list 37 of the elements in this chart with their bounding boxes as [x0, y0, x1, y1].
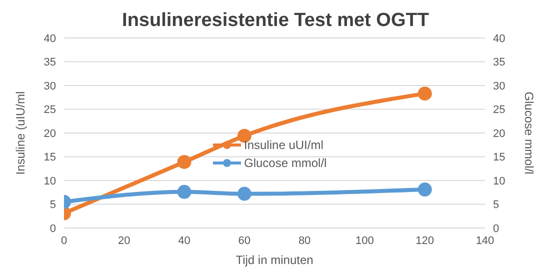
y-tick-label: 15	[44, 152, 56, 164]
y2-tick-label: 25	[493, 104, 506, 116]
y2-tick-label: 20	[493, 128, 506, 140]
point	[418, 86, 432, 101]
x-tick-label: 120	[416, 234, 434, 247]
y-tick-label: 25	[44, 104, 56, 116]
legend-label: Glucose mmol/l	[244, 156, 327, 170]
x-tick-label: 0	[60, 234, 68, 247]
y2-tick-label: 40	[493, 32, 506, 45]
chart-title: Insulineresistentie Test met OGTT	[121, 10, 430, 32]
x-tick-label: 60	[238, 234, 251, 247]
legend-label: Insuline uUI/ml	[244, 138, 324, 152]
y2-tick-label: 0	[493, 222, 500, 235]
x-tick-label: 100	[356, 234, 374, 247]
y2-tick-label: 10	[493, 175, 506, 188]
y-tick-label: 5	[50, 199, 56, 212]
y-tick-label: 35	[44, 56, 56, 69]
y-tick-label: 20	[44, 128, 56, 140]
y2-tick-label: 35	[493, 56, 506, 69]
y-tick-label: 40	[44, 32, 56, 45]
x-tick-label: 80	[298, 234, 311, 247]
x-tick-label: 40	[178, 234, 190, 247]
y2-axis-title: Glucose mmol/l	[522, 92, 536, 174]
x-tick-label: 140	[476, 234, 494, 247]
y-axis-title: Insuline (uIU/ml	[13, 91, 28, 175]
x-tick-label: 20	[118, 234, 130, 247]
x-axis-title: Tijd in minuten	[236, 253, 314, 267]
y2-tick-label: 30	[493, 80, 506, 92]
y-tick-label: 0	[50, 222, 56, 235]
y2-tick-label: 15	[493, 152, 506, 164]
y-tick-label: 30	[44, 80, 56, 92]
y-tick-label: 10	[44, 175, 56, 188]
point	[177, 154, 192, 169]
point	[418, 182, 432, 197]
y2-tick-label: 5	[493, 199, 500, 212]
point	[177, 184, 192, 199]
point	[237, 186, 252, 201]
